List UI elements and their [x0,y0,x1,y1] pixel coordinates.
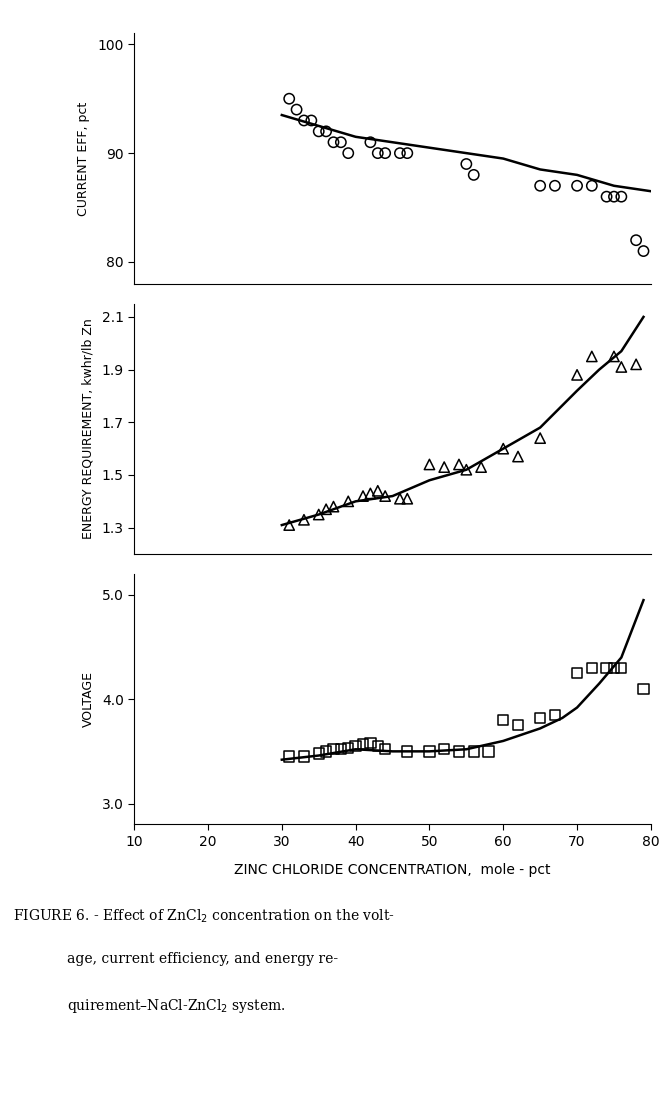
Y-axis label: CURRENT EFF, pct: CURRENT EFF, pct [77,101,91,216]
Point [468,742,479,760]
Text: age, current efficiency, and energy re-: age, current efficiency, and energy re- [67,952,338,967]
Point [372,144,383,162]
Point [336,134,346,152]
Point [424,742,435,760]
Point [313,744,324,762]
Point [550,177,560,195]
Point [380,144,391,162]
Point [358,487,368,505]
Point [402,144,413,162]
Point [328,134,339,152]
Point [313,506,324,524]
Point [284,747,295,765]
Point [343,144,354,162]
Point [609,348,619,365]
Point [402,742,413,760]
Point [616,188,627,206]
Point [365,134,376,152]
Point [380,741,391,759]
Text: ZINC CHLORIDE CONCENTRATION,  mole - pct: ZINC CHLORIDE CONCENTRATION, mole - pct [234,863,551,878]
Point [321,742,331,760]
Point [350,737,361,755]
Point [631,232,641,250]
Point [601,659,612,677]
Point [461,461,472,479]
Point [572,367,582,384]
Point [454,456,464,473]
Point [513,716,523,734]
Point [609,188,619,206]
Point [380,487,391,505]
Point [631,355,641,373]
Point [439,741,450,759]
Point [468,166,479,184]
Point [284,90,295,108]
Point [572,664,582,682]
Point [454,742,464,760]
Point [461,155,472,173]
Point [343,492,354,510]
Point [572,177,582,195]
Point [424,456,435,473]
Point [299,511,309,529]
Point [372,482,383,500]
Point [395,490,405,508]
Point [586,177,597,195]
Point [365,485,376,502]
Point [328,498,339,516]
Point [365,734,376,752]
Text: FIGURE 6. - Effect of ZnCl$_2$ concentration on the volt-: FIGURE 6. - Effect of ZnCl$_2$ concentra… [13,908,395,926]
Point [586,348,597,365]
Y-axis label: VOLTAGE: VOLTAGE [82,672,95,727]
Point [372,737,383,755]
Point [321,123,331,140]
Point [616,659,627,677]
Point [535,710,546,727]
Point [535,177,546,195]
Point [321,500,331,518]
Point [328,741,339,759]
Y-axis label: ENERGY REQUIREMENT, kwhr/lb Zn: ENERGY REQUIREMENT, kwhr/lb Zn [82,319,95,539]
Point [358,735,368,753]
Point [513,448,523,466]
Point [638,680,649,697]
Point [535,429,546,447]
Point [476,458,486,476]
Point [313,123,324,140]
Point [299,111,309,129]
Point [284,516,295,534]
Point [638,242,649,260]
Point [550,706,560,724]
Point [395,144,405,162]
Point [616,358,627,375]
Point [439,458,450,476]
Point [343,740,354,758]
Point [299,747,309,765]
Text: quirement–NaCl-ZnCl$_2$ system.: quirement–NaCl-ZnCl$_2$ system. [67,997,286,1015]
Point [306,111,317,129]
Point [402,490,413,508]
Point [336,741,346,759]
Point [291,100,302,118]
Point [609,659,619,677]
Point [498,440,509,458]
Point [483,742,494,760]
Point [601,188,612,206]
Point [498,711,509,729]
Point [586,659,597,677]
